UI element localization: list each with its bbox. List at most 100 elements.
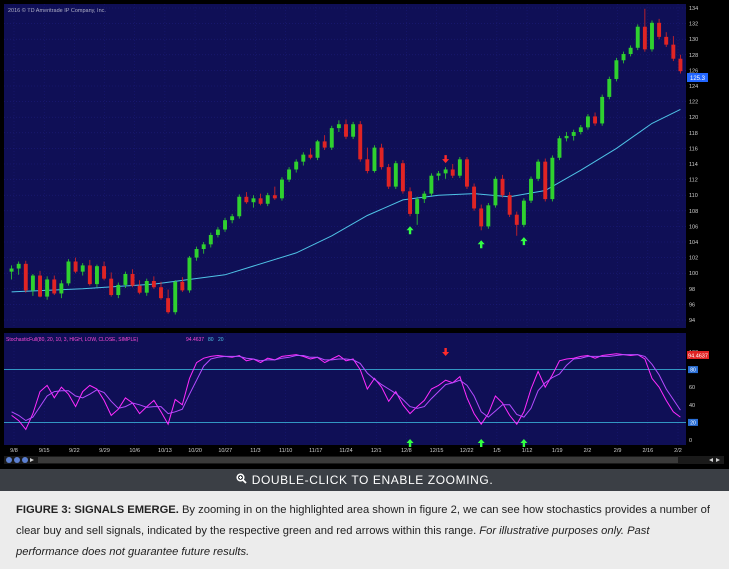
candle-down [365,159,370,172]
date-tick-label: 1/12 [522,448,533,454]
price-tick-label: 106 [689,224,698,230]
sell-signal-arrow-stoch [442,348,450,356]
candle-up [80,265,85,272]
date-tick-label: 2/2 [674,448,682,454]
stoch-tick-label: 60 [689,385,695,391]
zoom-hint-bar[interactable]: DOUBLE-CLICK TO ENABLE ZOOMING. [0,469,729,491]
candle-down [130,273,135,286]
candle-down [344,124,348,137]
candle-up [123,273,128,285]
price-tick-label: 112 [689,178,698,184]
candle-down [507,195,512,215]
candle-up [635,26,640,48]
scroll-right-icon[interactable] [30,458,34,462]
stoch-20-tag [688,418,698,426]
candle-down [166,298,171,313]
candle-down [23,263,28,291]
zoom-hint-text: DOUBLE-CLICK TO ENABLE ZOOMING. [251,473,494,487]
stochastic-layer: 80 20 [4,353,698,431]
date-tick-label: 2/16 [642,448,653,454]
candle-down [272,195,277,199]
price-tick-label: 130 [689,37,698,43]
scrollbar-thumb[interactable] [38,457,678,463]
date-tick-label: 10/13 [158,448,172,454]
candle-down [386,167,391,187]
date-tick-label: 1/5 [493,448,501,454]
sell-signal-arrow-price [442,155,450,164]
candle-up [351,124,356,137]
price-tick-label: 96 [689,302,695,308]
buy-signal-arrow-stoch [406,439,414,447]
date-tick-label: 10/6 [129,448,140,454]
candle-down [151,281,156,288]
candle-down [244,196,249,203]
price-panel [4,4,686,328]
candle-down [657,22,662,37]
price-tick-label: 102 [689,256,698,262]
study-label-box [6,335,206,342]
scroll-end-left-icon[interactable] [709,458,713,462]
price-tick-label: 122 [689,100,698,106]
candle-down [465,159,469,187]
magnifier-icon [236,469,247,491]
price-tick-label: 104 [689,240,698,246]
candle-down [159,287,163,299]
candle-up [287,169,292,180]
chart-svg: 2016 © TD Ameritrade IP Company, Inc. 80… [4,4,724,464]
zoom-out-icon[interactable] [6,457,12,463]
stoch-label-text: 94.4637 [688,354,708,360]
candle-up [280,179,284,199]
study-level-20: 20 [218,337,224,343]
candle-up [436,173,441,176]
price-tick-label: 94 [689,318,695,324]
candle-up [621,54,626,61]
candle-up [187,257,192,291]
date-tick-label: 12/1 [371,448,382,454]
price-tick-label: 132 [689,22,698,28]
candle-up [265,195,270,204]
candle-up [443,169,448,174]
buy-signal-arrow-stoch [520,439,528,447]
date-tick-label: 11/17 [309,448,322,454]
buy-signal-arrow-price [477,240,485,249]
zoom-in-icon[interactable] [14,457,20,463]
date-tick-label: 2/2 [584,448,592,454]
stoch-80-tag [688,366,698,374]
candle-down [500,178,505,196]
candle-down [379,147,384,168]
candle-down [109,278,114,296]
axis-labels-layer: 134 132 130 128 126 124 122 120 118 116 114 112 110 1… [10,6,698,454]
candle-down [308,154,313,158]
study-value-label: 94.4637 [186,337,204,343]
price-tick-label: 128 [689,53,698,59]
candle-up [578,127,583,133]
candle-down [52,279,57,294]
scroll-end-right-icon[interactable] [716,458,720,462]
date-tick-label: 11/3 [250,448,260,454]
candle-up [393,163,398,187]
candle-down [102,266,107,279]
date-tick-label: 9/29 [99,448,110,454]
study-level-80: 80 [208,337,214,343]
price-tick-label: 124 [689,84,698,90]
reset-zoom-icon[interactable] [22,457,28,463]
price-tick-label: 134 [689,6,698,12]
buy-signal-arrow-price [520,237,528,246]
date-tick-label: 12/22 [460,448,474,454]
candle-down [642,26,647,50]
stochastic-panel [4,333,686,445]
date-tick-label: 11/24 [339,448,352,454]
date-tick-label: 9/15 [39,448,50,454]
date-tick-label: 10/20 [188,448,202,454]
candle-down [38,275,42,297]
candle-up [536,161,541,179]
candle-up [237,196,242,217]
candle-up [372,147,377,172]
candle-up [529,178,533,201]
price-tick-label: 114 [689,162,698,168]
candle-down [358,124,363,160]
candle-up [493,178,498,206]
candle-up [607,78,612,97]
candle-up [16,263,21,269]
grid-layer [4,4,686,445]
